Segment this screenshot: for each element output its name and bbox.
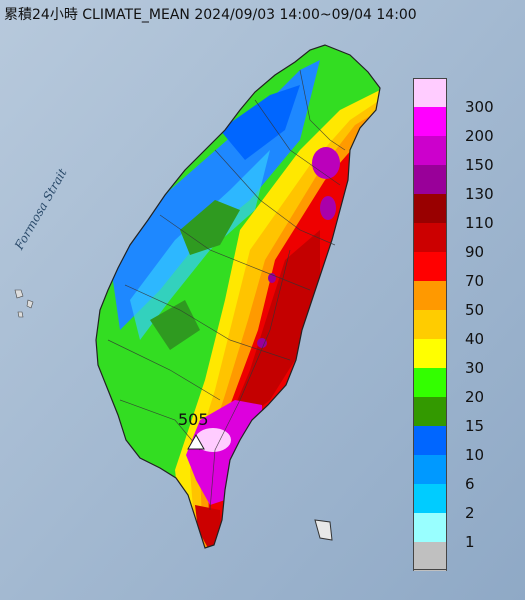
legend-swatch — [413, 484, 447, 513]
green-island — [314, 519, 333, 541]
legend-swatch — [413, 397, 447, 426]
legend-item: 15 — [413, 397, 513, 435]
legend-label: 2 — [465, 504, 475, 522]
legend-item: 300 — [413, 78, 513, 116]
legend-label: 130 — [465, 185, 494, 203]
legend-item: 110 — [413, 194, 513, 232]
penghu-islands — [14, 289, 34, 318]
legend-item: 10 — [413, 426, 513, 464]
legend-label: 110 — [465, 214, 494, 232]
legend-swatch — [413, 107, 447, 136]
legend-item: 130 — [413, 165, 513, 203]
legend-swatch — [413, 339, 447, 368]
legend-item: 2 — [413, 484, 513, 522]
rainfall-legend: 300 200 150 130 110 90 70 50 40 30 20 15 10 6 2 1 — [413, 78, 513, 571]
map-title: 累積24小時 CLIMATE_MEAN 2024/09/03 14:00~09/… — [4, 7, 417, 23]
legend-item: 90 — [413, 223, 513, 261]
legend-swatch — [413, 455, 447, 484]
legend-swatch — [413, 194, 447, 223]
legend-swatch — [413, 513, 447, 542]
legend-label: 15 — [465, 417, 485, 435]
county-borders — [107, 69, 346, 511]
legend-label: 20 — [465, 388, 485, 406]
legend-label: 150 — [465, 156, 494, 174]
legend-item: 70 — [413, 252, 513, 290]
max-station-value: 505 — [178, 410, 209, 429]
legend-item: 40 — [413, 310, 513, 348]
legend-label: 50 — [465, 301, 485, 319]
legend-item: 50 — [413, 281, 513, 319]
legend-swatch — [413, 281, 447, 310]
legend-label: 6 — [465, 475, 475, 493]
triangle-icon — [187, 433, 205, 450]
legend-label: 90 — [465, 243, 485, 261]
legend-swatch — [413, 252, 447, 281]
island-outline — [95, 44, 381, 549]
legend-swatch — [413, 426, 447, 455]
legend-item: 1 — [413, 513, 513, 551]
legend-swatch — [413, 136, 447, 165]
legend-label: 1 — [465, 533, 475, 551]
legend-label: 30 — [465, 359, 485, 377]
legend-swatch — [413, 542, 447, 571]
legend-item: 20 — [413, 368, 513, 406]
legend-swatch — [413, 78, 447, 107]
legend-swatch — [413, 310, 447, 339]
legend-label: 10 — [465, 446, 485, 464]
legend-item: 6 — [413, 455, 513, 493]
legend-swatch — [413, 165, 447, 194]
legend-label: 70 — [465, 272, 485, 290]
legend-item: 150 — [413, 136, 513, 174]
legend-label: 200 — [465, 127, 494, 145]
legend-swatch — [413, 368, 447, 397]
legend-label: 40 — [465, 330, 485, 348]
legend-item — [413, 542, 513, 571]
legend-label: 300 — [465, 98, 494, 116]
legend-item: 30 — [413, 339, 513, 377]
legend-swatch — [413, 223, 447, 252]
legend-item: 200 — [413, 107, 513, 145]
